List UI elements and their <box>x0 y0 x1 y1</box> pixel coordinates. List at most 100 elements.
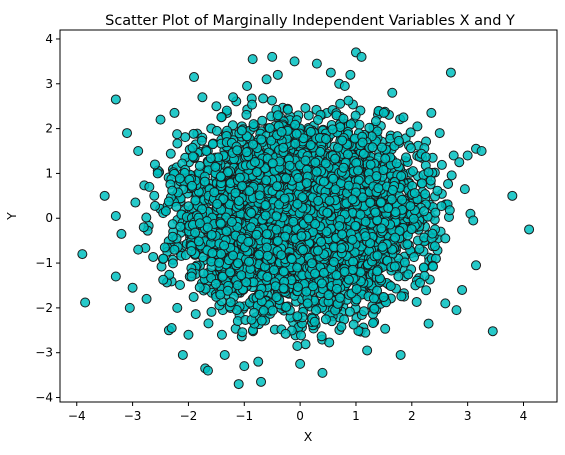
scatter-point <box>158 253 169 264</box>
scatter-point <box>338 162 349 173</box>
scatter-point <box>418 262 429 273</box>
scatter-point <box>167 258 178 269</box>
scatter-point <box>391 158 402 169</box>
scatter-point <box>293 172 304 183</box>
scatter-point <box>300 339 311 350</box>
scatter-point <box>403 269 414 280</box>
scatter-point <box>264 123 275 134</box>
scatter-point <box>210 278 221 289</box>
scatter-point <box>174 173 185 184</box>
scatter-point <box>423 167 434 178</box>
scatter-point <box>256 376 267 387</box>
scatter-point <box>172 138 183 149</box>
scatter-point <box>188 128 199 139</box>
scatter-point <box>322 207 333 218</box>
scatter-point <box>401 152 412 163</box>
scatter-point <box>281 173 292 184</box>
scatter-point <box>406 224 417 235</box>
scatter-point <box>360 231 371 242</box>
scatter-point <box>212 199 223 210</box>
scatter-point <box>311 166 322 177</box>
scatter-point <box>320 158 331 169</box>
scatter-point <box>430 207 441 218</box>
scatter-point <box>289 56 300 67</box>
scatter-point <box>347 194 358 205</box>
scatter-point <box>141 212 152 223</box>
scatter-point <box>311 58 322 69</box>
scatter-point <box>432 185 443 196</box>
scatter-point <box>211 125 222 136</box>
scatter-point <box>396 171 407 182</box>
scatter-point <box>232 145 243 156</box>
scatter-point <box>271 181 282 192</box>
scatter-point <box>443 178 454 189</box>
scatter-point <box>237 327 248 338</box>
scatter-point <box>399 257 410 268</box>
scatter-point <box>305 140 316 151</box>
scatter-point <box>396 291 407 302</box>
scatter-point <box>339 81 350 92</box>
scatter-point <box>409 252 420 263</box>
scatter-point <box>215 248 226 259</box>
scatter-point <box>378 107 389 118</box>
scatter-point <box>302 298 313 309</box>
scatter-point <box>444 205 455 216</box>
scatter-point <box>427 228 438 239</box>
scatter-point <box>256 315 267 326</box>
scatter-point <box>393 135 404 146</box>
scatter-point <box>356 51 367 62</box>
scatter-point <box>310 157 321 168</box>
scatter-point <box>242 81 253 92</box>
scatter-point <box>426 107 437 118</box>
scatter-point <box>327 124 338 135</box>
scatter-point <box>215 171 226 182</box>
scatter-point <box>188 292 199 303</box>
scatter-point <box>335 98 346 109</box>
scatter-point <box>159 242 170 253</box>
scatter-point <box>344 306 355 317</box>
scatter-point <box>284 160 295 171</box>
scatter-point <box>405 201 416 212</box>
scatter-point <box>367 142 378 153</box>
scatter-point <box>390 232 401 243</box>
scatter-point <box>269 265 280 276</box>
scatter-point <box>236 125 247 136</box>
scatter-point <box>376 142 387 153</box>
scatter-point <box>386 194 397 205</box>
scatter-point <box>186 246 197 257</box>
scatter-point <box>262 271 273 282</box>
scatter-point <box>368 293 379 304</box>
scatter-point <box>267 305 278 316</box>
scatter-point <box>343 95 354 106</box>
scatter-point <box>279 193 290 204</box>
scatter-point <box>187 142 198 153</box>
scatter-point <box>336 243 347 254</box>
scatter-point <box>310 268 320 279</box>
scatter-point <box>357 137 368 148</box>
scatter-point <box>415 277 426 288</box>
scatter-point <box>308 281 319 292</box>
scatter-point <box>219 240 230 251</box>
scatter-point <box>321 134 332 145</box>
scatter-point <box>272 69 283 80</box>
scatter-point <box>312 245 323 256</box>
scatter-point <box>434 128 445 139</box>
scatter-point <box>405 143 416 154</box>
scatter-point <box>288 216 299 227</box>
scatter-point <box>315 146 326 157</box>
scatter-point <box>446 170 457 181</box>
scatter-point <box>260 210 271 221</box>
scatter-point <box>305 126 316 137</box>
scatter-point <box>110 271 121 282</box>
scatter-point <box>362 345 373 356</box>
scatter-point <box>254 249 265 260</box>
scatter-point <box>246 208 257 218</box>
scatter-point <box>343 274 354 285</box>
scatter-point <box>260 200 271 211</box>
scatter-point <box>440 298 451 309</box>
scatter-point <box>254 190 265 201</box>
scatter-point <box>350 220 361 231</box>
scatter-point <box>385 281 396 292</box>
scatter-point <box>272 235 283 246</box>
scatter-point <box>291 128 302 139</box>
